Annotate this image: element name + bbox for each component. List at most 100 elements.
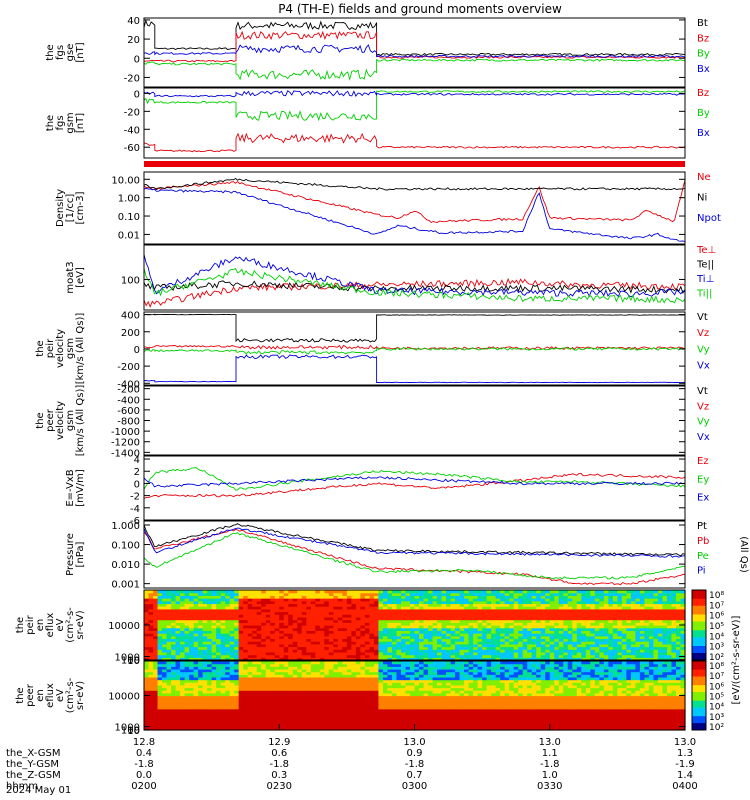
svg-text:gsm: gsm [65,338,76,359]
x-row-value: -1.8 [405,759,425,770]
x-row-value: 0330 [537,781,562,792]
colorbar-tick: 10⁸ [709,591,724,601]
panel-frame [143,385,686,456]
side-label: (All Qs) [738,536,749,573]
colorbar-tick: 10⁴ [709,632,724,642]
y-tick-label: 10.00 [111,175,140,186]
legend-Vx: Vx [697,432,710,443]
y-tick-label: 10 [127,656,140,667]
legend-Bx: Bx [697,128,710,139]
svg-text:the: the [45,115,56,131]
legend-Vy: Vy [697,417,710,428]
y-tick-label: -200 [117,385,140,396]
svg-text:[cm-3]: [cm-3] [75,191,86,224]
y-tick-label: 0.01 [118,230,140,241]
panel-peir_v: 400 200 0 -200 -400 the peir velocity gsm [km/s (… [35,311,710,391]
date-label: 2024 May 01 [6,785,71,796]
colorbars: 10⁸10⁷10⁶10⁵10⁴10³10²10⁸10⁷10⁶10⁵10⁴10³1… [691,589,742,733]
svg-text:gsm: gsm [65,410,76,431]
figure-title: P4 (TH-E) fields and ground moments over… [278,2,562,16]
y-axis-label: the peir en eflux eV (cm²-s-sr-eV) [15,607,86,643]
panel-frame [143,520,686,589]
svg-text:the: the [15,617,26,633]
x-row-label: the_Z-GSM [6,770,61,781]
y-axis-label: Pressure [nPa] [65,533,86,576]
y-tick-label: -20 [124,107,140,118]
series-fgs_gse-By [143,58,686,81]
legend-Npot: Npot [697,213,721,224]
series-pressure-Pe [143,532,686,580]
svg-text:E=-VxB: E=-VxB [65,469,76,506]
x-row-value: 0.9 [407,748,423,759]
legend-Pb: Pb [697,536,709,547]
y-tick-label: -400 [117,395,140,406]
svg-text:[nT]: [nT] [75,113,86,133]
x-row-value: 0.3 [271,770,287,781]
legend-Vt: Vt [697,386,708,397]
x-tick-label: 13.0 [403,737,425,748]
series-temp-Ti|| [143,268,686,304]
panel-fgs_gse: 40 20 0 -20 the fgs gse [nT] Bt Bz By Bx [45,16,710,88]
panel-frame [143,171,686,245]
svg-text:[km/s (All Qs)]: [km/s (All Qs)] [75,313,86,385]
legend-Pi: Pi [697,566,706,577]
panel-frame [143,17,686,88]
legend-Bt: Bt [697,18,708,29]
x-row-value: -1.9 [675,759,695,770]
x-tick-label: 13.0 [674,737,696,748]
svg-text:eV: eV [55,618,66,631]
svg-text:the: the [45,44,56,60]
legend-Vz: Vz [697,328,709,339]
panel-fgs_gsm: 0 -20 -40 -60 the fgs gsm [nT] Bz By Bx [45,87,710,159]
y-tick-label: 40 [127,16,140,27]
svg-text:fgs: fgs [55,115,66,130]
colorbar-label: [eV/(cm²-s-sr-eV)] [731,615,742,704]
series-fgs_gsm-Bz [143,132,686,153]
series-pressure-Pi [143,527,686,558]
legend-Ti||: Ti|| [696,288,712,299]
svg-text:Pressure: Pressure [65,533,76,576]
x-row-label: hhmm [6,781,38,792]
legend-By: By [697,49,710,60]
legend-Bx: Bx [697,64,710,75]
y-tick-label: 10000 [108,692,140,703]
y-axis-label: the peer en eflux eV (cm²-s-sr-eV) [15,677,86,713]
svg-text:sr-eV): sr-eV) [75,610,86,639]
series-pressure-Pt [143,523,686,557]
series-efield-Ey [143,467,686,491]
y-tick-label: -4 [130,504,140,515]
y-tick-label: -600 [117,406,140,417]
y-tick-label: 100 [121,726,140,737]
series-temp-Te|| [143,280,686,295]
y-tick-label: -20 [124,73,140,84]
y-tick-label: -1200 [111,438,140,449]
y-tick-label: 20 [127,35,140,46]
svg-text:Density: Density [55,189,66,227]
panel-efield: 420 -2-4-6 E=-VxB [mV/m] Ez Ey Ex [65,455,709,527]
y-axis-label: the peir velocity gsm [km/s (All Qs)] [35,313,86,385]
x-row-value: -1.8 [540,759,560,770]
series-fgs_gse-Bz [143,30,686,63]
legend-Pt: Pt [697,521,707,532]
colorbar-tick: 10⁶ [709,682,724,692]
y-tick-label: 0.010 [111,560,140,571]
x-axis-annotations: 12.8 12.9 13.0 13.0 13.0 the_X-GSM 0.4 0.6 0.9 1.… [6,724,698,796]
y-tick-label: 1.00 [118,194,140,205]
x-row-value: 1.4 [677,770,693,781]
series-density-Ne [143,179,686,224]
x-row-value: 1.1 [542,748,558,759]
y-axis-label: the peer velocity gsm [km/s (All Qs)] [35,385,86,457]
y-tick-label: 1000 [115,653,140,664]
x-row-value: 0300 [402,781,427,792]
y-tick-label: -60 [124,143,140,154]
x-tick-label: 12.8 [133,737,155,748]
legend-Vz: Vz [697,401,709,412]
x-row-value: -1.8 [134,759,154,770]
colorbar-tick: 10⁸ [709,662,724,672]
series-efield-Ex [143,476,686,488]
y-tick-label: 100 [121,275,140,286]
